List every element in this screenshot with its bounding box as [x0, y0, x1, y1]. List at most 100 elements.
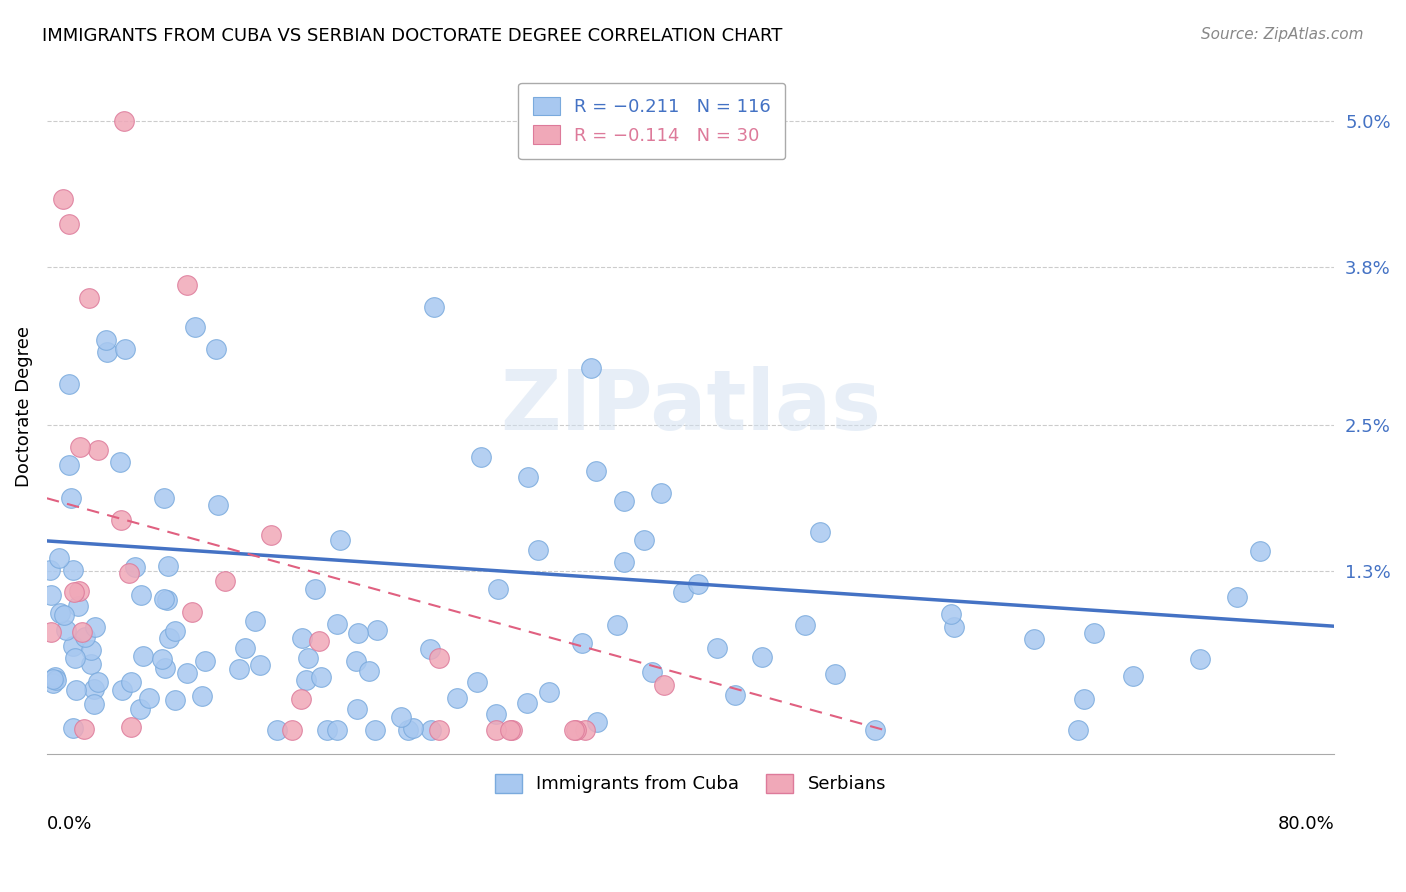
Point	[290, 692, 312, 706]
Point	[114, 343, 136, 357]
Point	[45, 673, 67, 687]
Point	[157, 558, 180, 573]
Point	[152, 652, 174, 666]
Point	[357, 665, 380, 679]
Point	[486, 582, 509, 596]
Legend: R = −0.211   N = 116, R = −0.114   N = 30: R = −0.211 N = 116, R = −0.114 N = 30	[519, 83, 786, 159]
Point	[80, 657, 103, 671]
Point	[67, 583, 90, 598]
Point	[84, 620, 107, 634]
Point	[63, 585, 86, 599]
Point	[181, 606, 204, 620]
Point	[652, 678, 675, 692]
Point	[309, 670, 332, 684]
Point	[191, 690, 214, 704]
Point	[176, 666, 198, 681]
Point	[48, 550, 70, 565]
Point	[153, 491, 176, 506]
Point	[176, 278, 198, 293]
Point	[233, 640, 256, 655]
Point	[389, 710, 412, 724]
Point	[62, 721, 84, 735]
Point	[613, 494, 636, 508]
Point	[574, 723, 596, 737]
Point	[308, 634, 330, 648]
Point	[62, 563, 84, 577]
Point	[1188, 651, 1211, 665]
Text: 0.0%: 0.0%	[46, 815, 93, 833]
Point	[824, 667, 846, 681]
Point	[63, 651, 86, 665]
Point	[280, 723, 302, 737]
Point	[110, 683, 132, 698]
Point	[77, 291, 100, 305]
Point	[484, 723, 506, 737]
Point	[118, 566, 141, 580]
Point	[517, 470, 540, 484]
Point	[688, 577, 710, 591]
Point	[58, 377, 80, 392]
Point	[366, 623, 388, 637]
Point	[75, 631, 97, 645]
Point	[297, 651, 319, 665]
Point	[69, 440, 91, 454]
Point	[108, 455, 131, 469]
Point	[205, 342, 228, 356]
Point	[347, 626, 370, 640]
Point	[59, 491, 82, 505]
Y-axis label: Doctorate Degree: Doctorate Degree	[15, 326, 32, 487]
Point	[793, 617, 815, 632]
Point	[808, 524, 831, 539]
Point	[498, 723, 520, 737]
Point	[325, 723, 347, 737]
Point	[214, 574, 236, 588]
Point	[526, 543, 548, 558]
Point	[39, 624, 62, 639]
Point	[131, 648, 153, 663]
Point	[446, 691, 468, 706]
Point	[80, 643, 103, 657]
Point	[62, 639, 84, 653]
Point	[96, 345, 118, 359]
Point	[58, 458, 80, 473]
Point	[110, 513, 132, 527]
Point	[402, 721, 425, 735]
Point	[153, 661, 176, 675]
Point	[156, 593, 179, 607]
Point	[153, 591, 176, 606]
Point	[581, 360, 603, 375]
Point	[294, 673, 316, 687]
Point	[329, 533, 352, 547]
Point	[672, 585, 695, 599]
Point	[42, 676, 65, 690]
Point	[942, 620, 965, 634]
Point	[516, 696, 538, 710]
Point	[1024, 632, 1046, 647]
Text: 80.0%: 80.0%	[1277, 815, 1334, 833]
Point	[94, 333, 117, 347]
Point	[249, 657, 271, 672]
Point	[72, 624, 94, 639]
Point	[52, 608, 75, 623]
Point	[633, 533, 655, 548]
Point	[245, 614, 267, 628]
Point	[1122, 668, 1144, 682]
Point	[1067, 723, 1090, 737]
Point	[863, 723, 886, 737]
Point	[120, 674, 142, 689]
Point	[423, 300, 446, 314]
Text: Source: ZipAtlas.com: Source: ZipAtlas.com	[1201, 27, 1364, 42]
Point	[49, 606, 72, 620]
Point	[501, 723, 523, 737]
Text: IMMIGRANTS FROM CUBA VS SERBIAN DOCTORATE DEGREE CORRELATION CHART: IMMIGRANTS FROM CUBA VS SERBIAN DOCTORAT…	[42, 27, 783, 45]
Point	[419, 642, 441, 657]
Point	[751, 649, 773, 664]
Point	[131, 588, 153, 602]
Point	[364, 723, 387, 737]
Point	[207, 498, 229, 512]
Point	[939, 607, 962, 621]
Point	[128, 702, 150, 716]
Point	[537, 684, 560, 698]
Point	[66, 599, 89, 613]
Point	[44, 670, 66, 684]
